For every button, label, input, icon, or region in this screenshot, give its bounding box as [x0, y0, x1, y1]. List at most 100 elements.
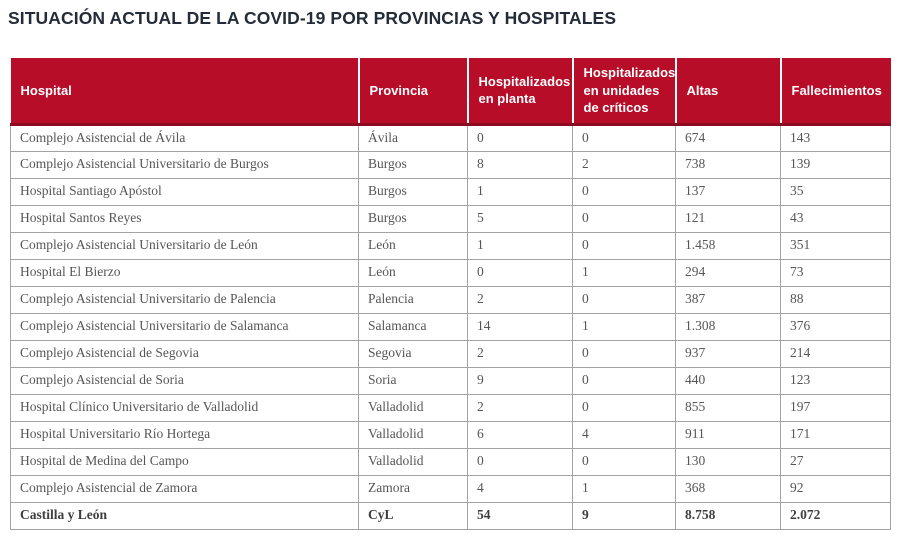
altas-cell: 855 [675, 393, 781, 422]
table-row: Hospital Clínico Universitario de Vallad… [10, 393, 891, 422]
hospitalizados-criticos-cell: 0 [572, 366, 676, 395]
altas-cell: 137 [675, 177, 781, 206]
fallecimientos-cell: 123 [780, 366, 891, 395]
hospitalizados-planta-cell: 2 [467, 339, 573, 368]
provincia-cell: Ávila [358, 123, 468, 152]
hospitalizados-planta-cell: 8 [467, 150, 573, 179]
table-header-row: Hospital Provincia Hospitalizados en pla… [10, 58, 891, 126]
fallecimientos-cell: 43 [780, 204, 891, 233]
hospitalizados-planta-cell: 0 [467, 258, 573, 287]
fallecimientos-cell: 197 [780, 393, 891, 422]
altas-cell: 8.758 [675, 501, 781, 530]
hospitalizados-planta-cell: 4 [467, 474, 573, 503]
hospitalizados-planta-cell: 2 [467, 285, 573, 314]
provincia-cell: Valladolid [358, 420, 468, 449]
hospitalizados-planta-cell: 0 [467, 447, 573, 476]
provincia-cell: Salamanca [358, 312, 468, 341]
table-row: Hospital Santiago Apóstol Burgos 1 0 137 35 [10, 177, 891, 206]
table-total-row: Castilla y León CyL 54 9 8.758 2.072 [10, 501, 891, 530]
hospitalizados-criticos-cell: 0 [572, 339, 676, 368]
fallecimientos-cell: 73 [780, 258, 891, 287]
hospital-cell: Hospital de Medina del Campo [10, 447, 359, 476]
hospitalizados-criticos-cell: 0 [572, 231, 676, 260]
column-header-fallecimientos: Fallecimientos [780, 58, 891, 126]
fallecimientos-cell: 351 [780, 231, 891, 260]
altas-cell: 440 [675, 366, 781, 395]
hospital-cell: Complejo Asistencial de Soria [10, 366, 359, 395]
hospital-cell: Hospital Santos Reyes [10, 204, 359, 233]
hospitalizados-planta-cell: 1 [467, 231, 573, 260]
altas-cell: 937 [675, 339, 781, 368]
table-row: Complejo Asistencial Universitario de Le… [10, 231, 891, 260]
hospital-cell: Complejo Asistencial Universitario de Le… [10, 231, 359, 260]
fallecimientos-cell: 143 [780, 123, 891, 152]
hospitalizados-criticos-cell: 0 [572, 393, 676, 422]
hospitalizados-criticos-cell: 0 [572, 204, 676, 233]
hospitalizados-criticos-cell: 2 [572, 150, 676, 179]
table-row: Complejo Asistencial de Zamora Zamora 4 1 36… [10, 474, 891, 503]
hospitalizados-planta-cell: 5 [467, 204, 573, 233]
fallecimientos-cell: 92 [780, 474, 891, 503]
table-row: Hospital de Medina del Campo Valladolid 0 0… [10, 447, 891, 476]
column-header-provincia: Provincia [358, 58, 469, 126]
column-header-hospitalizados-criticos: Hospitalizados en unidades de críticos [572, 58, 677, 126]
provincia-cell: Zamora [358, 474, 468, 503]
altas-cell: 130 [675, 447, 781, 476]
hospitalizados-planta-cell: 0 [467, 123, 573, 152]
altas-cell: 1.458 [675, 231, 781, 260]
altas-cell: 387 [675, 285, 781, 314]
table-row: Complejo Asistencial de Ávila Ávila 0 0 674 1… [10, 123, 891, 152]
provincia-cell: CyL [358, 501, 468, 530]
page-title: SITUACIÓN ACTUAL DE LA COVID-19 POR PROV… [8, 8, 617, 28]
provincia-cell: Soria [358, 366, 468, 395]
table-row: Complejo Asistencial Universitario de Pa… [10, 285, 891, 314]
fallecimientos-cell: 27 [780, 447, 891, 476]
altas-cell: 911 [675, 420, 781, 449]
fallecimientos-cell: 171 [780, 420, 891, 449]
hospital-cell: Hospital Santiago Apóstol [10, 177, 359, 206]
hospitalizados-criticos-cell: 0 [572, 123, 676, 152]
hospitalizados-planta-cell: 54 [467, 501, 573, 530]
column-header-hospital: Hospital [10, 58, 360, 126]
hospitalizados-criticos-cell: 1 [572, 474, 676, 503]
hospitalizados-planta-cell: 2 [467, 393, 573, 422]
altas-cell: 738 [675, 150, 781, 179]
table-row: Complejo Asistencial de Soria Soria 9 0 440 1… [10, 366, 891, 395]
hospitalizados-planta-cell: 1 [467, 177, 573, 206]
hospital-cell: Castilla y León [10, 501, 359, 530]
table-row: Complejo Asistencial Universitario de Bu… [10, 150, 891, 179]
hospitalizados-criticos-cell: 1 [572, 312, 676, 341]
hospitalizados-criticos-cell: 1 [572, 258, 676, 287]
altas-cell: 121 [675, 204, 781, 233]
table-body: Complejo Asistencial de Ávila Ávila 0 0 674 1… [10, 123, 891, 530]
hospitalizados-planta-cell: 9 [467, 366, 573, 395]
table-row: Complejo Asistencial Universitario de Sa… [10, 312, 891, 341]
hospitalizados-criticos-cell: 9 [572, 501, 676, 530]
fallecimientos-cell: 214 [780, 339, 891, 368]
table-row: Hospital El Bierzo León 0 1 294 73 [10, 258, 891, 287]
provincia-cell: Palencia [358, 285, 468, 314]
hospital-cell: Complejo Asistencial Universitario de Bu… [10, 150, 359, 179]
fallecimientos-cell: 88 [780, 285, 891, 314]
fallecimientos-cell: 2.072 [780, 501, 891, 530]
provincia-cell: Valladolid [358, 393, 468, 422]
covid-hospitals-table: Hospital Provincia Hospitalizados en pla… [10, 58, 891, 530]
fallecimientos-cell: 35 [780, 177, 891, 206]
provincia-cell: Burgos [358, 150, 468, 179]
provincia-cell: Segovia [358, 339, 468, 368]
hospital-cell: Complejo Asistencial Universitario de Sa… [10, 312, 359, 341]
hospital-cell: Hospital Clínico Universitario de Vallad… [10, 393, 359, 422]
hospitalizados-planta-cell: 6 [467, 420, 573, 449]
provincia-cell: León [358, 231, 468, 260]
hospitalizados-planta-cell: 14 [467, 312, 573, 341]
fallecimientos-cell: 376 [780, 312, 891, 341]
altas-cell: 674 [675, 123, 781, 152]
provincia-cell: Burgos [358, 204, 468, 233]
hospital-cell: Complejo Asistencial de Segovia [10, 339, 359, 368]
altas-cell: 294 [675, 258, 781, 287]
hospitalizados-criticos-cell: 0 [572, 285, 676, 314]
hospital-cell: Complejo Asistencial de Zamora [10, 474, 359, 503]
column-header-altas: Altas [675, 58, 782, 126]
altas-cell: 368 [675, 474, 781, 503]
